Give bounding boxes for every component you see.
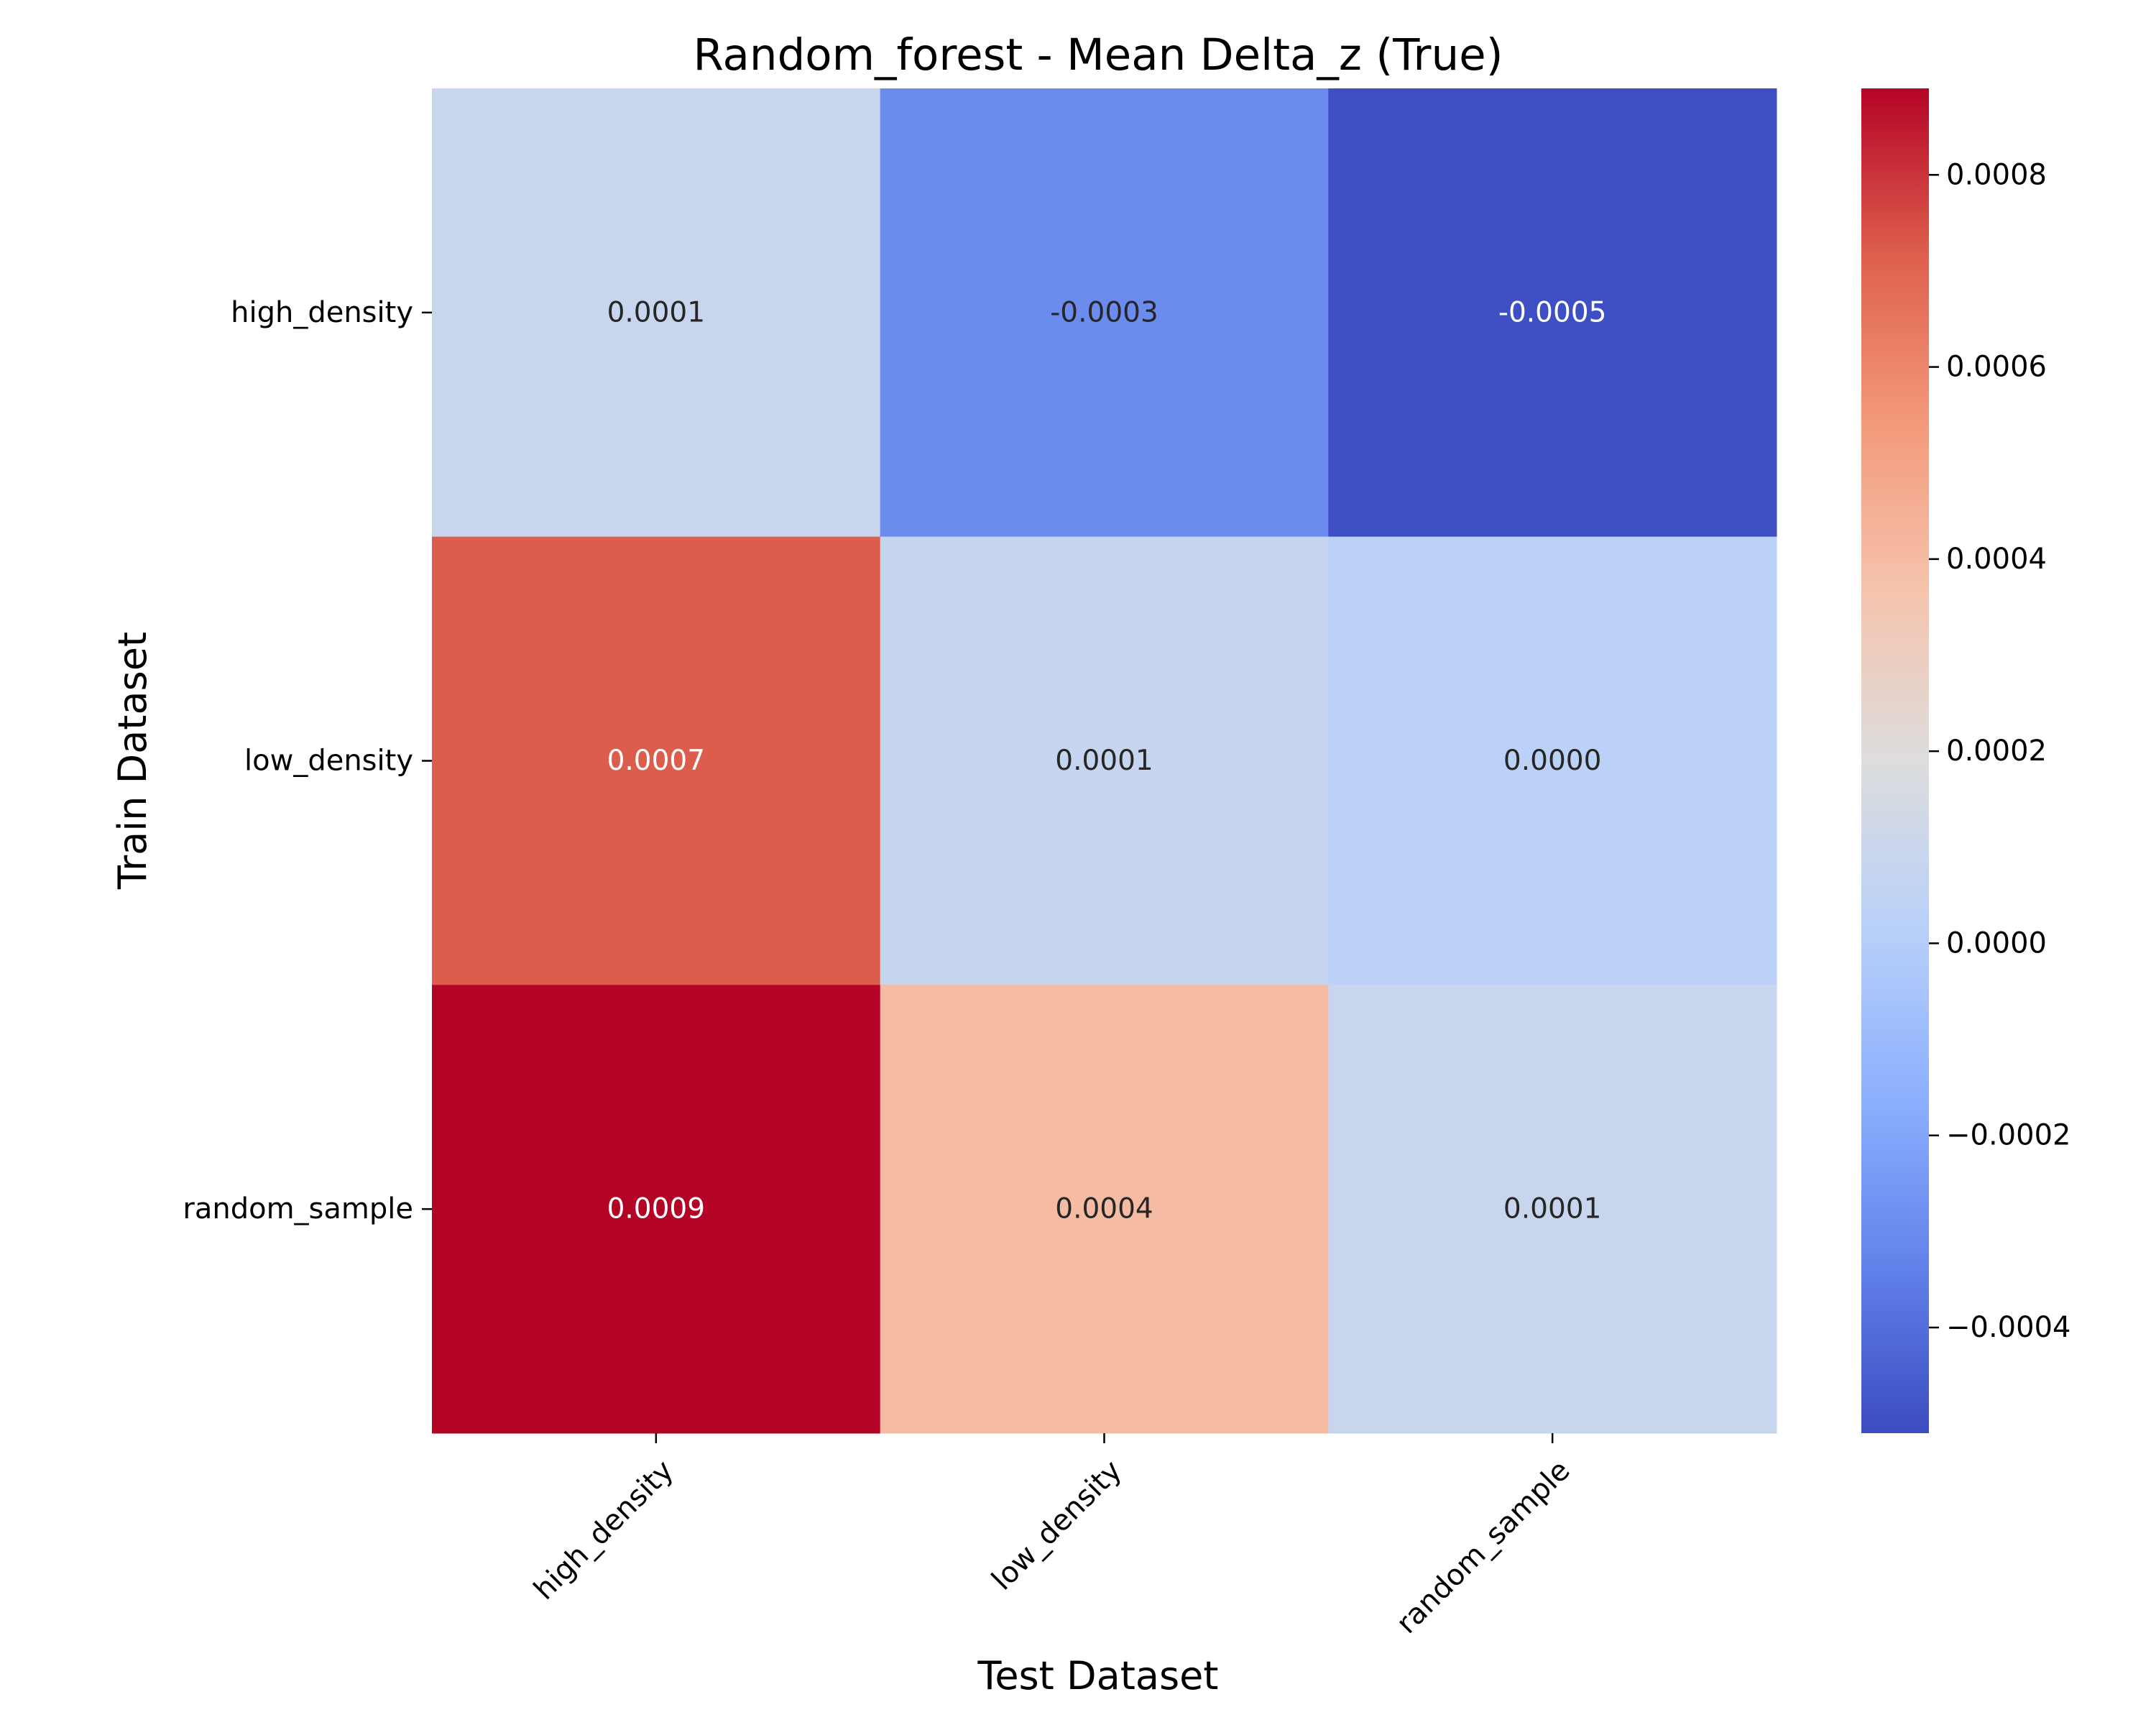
heatmap-cell-r2-c2 (1328, 985, 1777, 1434)
y-tick-label-0: high_density (231, 296, 413, 329)
colorbar-tick-label-2: 0.0004 (1946, 543, 2047, 576)
heatmap-cell-r2-c0 (432, 985, 881, 1434)
cell-label-r1-c2: 0.0000 (1503, 745, 1601, 777)
x-axis-label: Test Dataset (977, 1653, 1219, 1698)
heatmap-cell-r0-c1 (880, 88, 1329, 538)
x-tick-label-2: random_sample (1390, 1454, 1576, 1640)
chart-title: Random_forest - Mean Delta_z (True) (693, 29, 1503, 80)
cell-label-r0-c1: -0.0003 (1050, 296, 1158, 328)
heatmap-cell-r0-c2 (1328, 88, 1777, 538)
cell-label-r1-c1: 0.0001 (1055, 745, 1153, 777)
heatmap-cell-r1-c1 (880, 536, 1329, 985)
colorbar-tick-label-6: −0.0004 (1946, 1311, 2070, 1344)
cell-label-r0-c0: 0.0001 (607, 296, 705, 328)
cell-label-r2-c2: 0.0001 (1503, 1193, 1601, 1225)
colorbar-tick-label-0: 0.0008 (1946, 158, 2047, 191)
heatmap-cell-r1-c2 (1328, 536, 1777, 985)
colorbar-ticks: 0.0008 0.0006 0.0004 0.0002 0.0000 −0.0002 −0.… (1929, 158, 2070, 1344)
colorbar-tick-label-3: 0.0002 (1946, 735, 2047, 768)
heatmap-cell-r2-c1 (880, 985, 1329, 1434)
cell-label-r0-c2: -0.0005 (1498, 296, 1607, 328)
heatmap-cell-r1-c0 (432, 536, 881, 985)
y-axis-label: Train Dataset (110, 632, 155, 890)
colorbar-tick-label-1: 0.0006 (1946, 351, 2047, 384)
x-axis-ticks: high_density low_density random_sample (528, 1433, 1577, 1640)
heatmap-cell-r0-c0 (432, 88, 881, 538)
cell-label-r2-c0: 0.0009 (607, 1193, 705, 1225)
cell-label-r2-c1: 0.0004 (1055, 1193, 1153, 1225)
x-tick-label-0: high_density (528, 1454, 680, 1606)
colorbar (1861, 88, 1929, 1433)
colorbar-tick-label-5: −0.0002 (1946, 1119, 2070, 1152)
y-tick-label-2: random_sample (183, 1192, 413, 1225)
y-tick-label-1: low_density (244, 745, 413, 778)
colorbar-tick-label-4: 0.0000 (1946, 926, 2047, 960)
y-axis-ticks: high_density low_density random_sample (183, 296, 432, 1225)
cell-label-r1-c0: 0.0007 (607, 745, 705, 777)
heatmap-cell-labels: 0.0001 -0.0003 -0.0005 0.0007 0.0001 0.0000 0.… (607, 296, 1607, 1225)
heatmap-cells (432, 88, 1777, 1434)
x-tick-label-1: low_density (985, 1454, 1128, 1597)
